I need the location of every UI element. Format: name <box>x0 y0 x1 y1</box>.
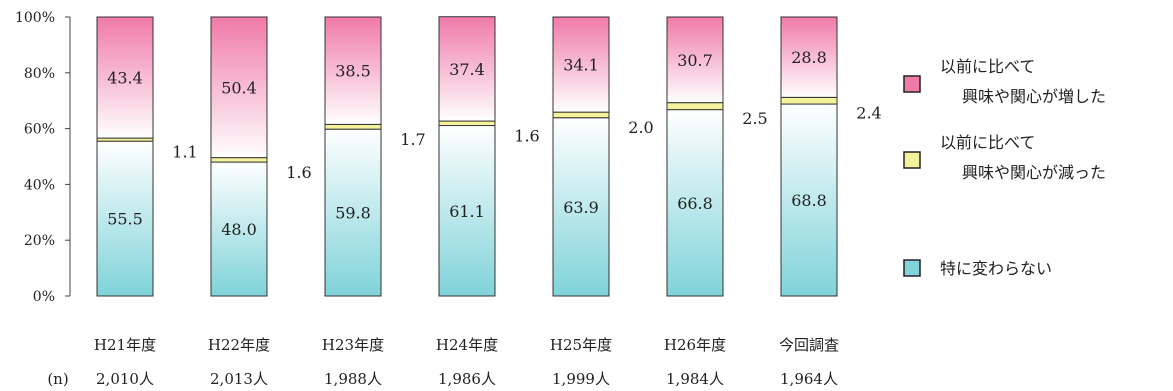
value-label: 34.1 <box>563 56 599 75</box>
value-label: 63.9 <box>563 198 599 217</box>
bar-segment <box>552 111 610 119</box>
value-label: 59.8 <box>335 204 371 223</box>
y-tick-label: 100% <box>15 10 55 26</box>
bar-segment <box>666 16 724 104</box>
category-label: H25年度 <box>550 336 612 354</box>
y-tick-label: 60% <box>24 122 55 138</box>
value-label: 1.7 <box>400 130 425 149</box>
category-label: H24年度 <box>436 336 498 354</box>
value-label: 66.8 <box>677 194 713 213</box>
bar-segment <box>324 123 382 130</box>
n-value-label: 1,999人 <box>552 370 610 388</box>
bar-segment <box>210 16 268 159</box>
n-value-label: 2,010人 <box>96 370 154 388</box>
legend-swatch <box>903 151 921 169</box>
value-label: 61.1 <box>449 202 485 221</box>
value-label: 43.4 <box>107 69 143 88</box>
n-value-label: 1,986人 <box>438 370 496 388</box>
bar-segment <box>324 128 382 297</box>
value-label: 38.5 <box>335 62 371 81</box>
bar-segment <box>210 161 268 297</box>
n-value-label: 1,984人 <box>666 370 724 388</box>
legend-swatch <box>903 259 921 277</box>
bar-segment <box>780 96 838 105</box>
bar-segment <box>210 157 268 163</box>
n-value-label: 1,988人 <box>324 370 382 388</box>
value-label: 2.4 <box>856 104 881 123</box>
category-label: H22年度 <box>208 336 270 354</box>
y-tick-label: 0% <box>33 289 55 305</box>
legend-label: 以前に比べて <box>940 133 1035 152</box>
bar-segment <box>96 140 154 297</box>
value-label: 1.6 <box>286 163 311 182</box>
category-label: 今回調査 <box>779 336 839 354</box>
bar-segment <box>666 102 724 111</box>
value-label: 68.8 <box>791 191 827 210</box>
value-label: 28.8 <box>791 48 827 67</box>
y-tick-label: 40% <box>24 177 55 193</box>
n-value-label: 1,964人 <box>780 370 838 388</box>
value-label: 50.4 <box>221 78 257 97</box>
n-value-label: 2,013人 <box>210 370 268 388</box>
bar-segment <box>666 109 724 297</box>
bar-segment <box>552 117 610 297</box>
bar-segment <box>438 125 496 297</box>
value-label: 2.5 <box>742 109 767 128</box>
bar-segment <box>96 16 154 139</box>
value-label: 37.4 <box>449 60 485 79</box>
value-label: 48.0 <box>221 220 257 239</box>
bar-segment <box>324 16 382 125</box>
bar-segment <box>780 16 838 98</box>
legend-label: 以前に比べて <box>940 57 1035 76</box>
bar-segment <box>438 16 496 122</box>
bar-segment <box>780 103 838 297</box>
y-tick-label: 20% <box>24 233 55 249</box>
value-label: 1.6 <box>514 126 539 145</box>
value-label: 1.1 <box>172 143 197 162</box>
legend-label: 興味や関心が減った <box>962 163 1106 182</box>
category-label: H26年度 <box>664 336 726 354</box>
category-label: H21年度 <box>94 336 156 354</box>
legend-swatch <box>903 75 921 93</box>
bar-segment <box>552 16 610 113</box>
value-label: 30.7 <box>677 51 713 70</box>
legend-label: 特に変わらない <box>940 259 1052 278</box>
category-label: H23年度 <box>322 336 384 354</box>
y-tick-label: 80% <box>24 66 55 82</box>
bar-segment <box>438 120 496 127</box>
legend-label: 興味や関心が増した <box>962 87 1106 106</box>
value-label: 2.0 <box>628 118 653 137</box>
value-label: 55.5 <box>107 210 143 229</box>
n-label: (n) <box>47 370 68 388</box>
